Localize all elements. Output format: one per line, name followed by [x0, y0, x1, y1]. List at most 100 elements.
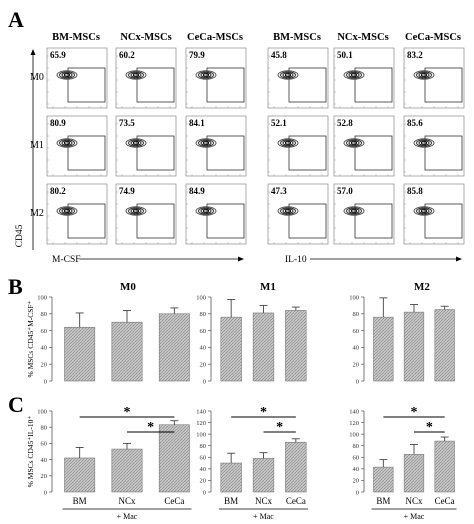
- bar: [158, 424, 190, 493]
- y-tick-label: 60: [200, 455, 207, 462]
- flow-contour: [418, 208, 430, 214]
- significance-marker: *: [260, 405, 267, 420]
- bar: [434, 309, 455, 382]
- y-tick-label: 0: [356, 489, 359, 496]
- flow-plot: 79.9: [185, 47, 247, 109]
- flow-gate: [354, 203, 393, 239]
- bar: [111, 448, 143, 493]
- flow-contour: [420, 73, 428, 77]
- flow-plot: 80.9: [46, 115, 108, 177]
- flow-contour: [277, 138, 299, 148]
- flow-col-header-il10-3: CeCa-MSCs: [405, 32, 461, 43]
- y-tick-label: 40: [353, 345, 360, 352]
- flow-contour: [128, 207, 144, 215]
- flow-contour: [280, 139, 296, 147]
- bar: [64, 457, 96, 493]
- flow-contour: [350, 209, 358, 213]
- flow-gate: [206, 67, 245, 103]
- y-tick-label: 20: [200, 362, 207, 369]
- y-tick-label: 60: [41, 441, 48, 448]
- flow-contour: [348, 140, 360, 146]
- flow-contour: [63, 209, 71, 213]
- y-tick-label: 20: [353, 362, 360, 369]
- flow-contour: [61, 72, 73, 78]
- y-tick-label: 100: [196, 431, 206, 438]
- flow-percentage: 45.8: [271, 50, 287, 60]
- category-label: BM: [376, 496, 390, 506]
- flow-contour: [416, 207, 432, 215]
- flow-gate: [424, 135, 463, 171]
- flow-plot-frame: [46, 183, 108, 245]
- flow-col-header-mcsf-1: BM-MSCs: [52, 32, 100, 43]
- flow-plot: 52.1: [267, 115, 329, 177]
- category-label: NCx: [255, 496, 273, 506]
- flow-col-header-mcsf-2: NCx-MSCs: [120, 32, 171, 43]
- flow-contour: [284, 209, 292, 213]
- flow-percentage: 84.9: [189, 186, 205, 196]
- flow-plot: 85.8: [403, 183, 465, 245]
- y-tick-label: 100: [196, 294, 206, 301]
- y-tick-label: 20: [41, 362, 48, 369]
- flow-contour: [56, 70, 78, 80]
- flow-plot: 83.2: [403, 47, 465, 109]
- flow-percentage: 84.1: [189, 118, 205, 128]
- category-label: CeCa: [286, 496, 306, 506]
- flow-row-label-m1: M1: [30, 140, 44, 151]
- flow-contour: [282, 208, 294, 214]
- flow-contour: [125, 138, 147, 148]
- flow-percentage: 52.8: [337, 118, 353, 128]
- flow-contour: [418, 72, 430, 78]
- flow-contour: [61, 208, 73, 214]
- flow-contour: [413, 138, 435, 148]
- y-tick-label: 80: [353, 311, 360, 318]
- flow-contour: [132, 141, 140, 145]
- flow-gate: [288, 135, 327, 171]
- bar: [252, 312, 275, 382]
- flow-contour: [56, 206, 78, 216]
- flow-percentage: 83.2: [407, 50, 423, 60]
- group-label: + Mac: [253, 512, 274, 521]
- flow-gate: [67, 135, 106, 171]
- flow-contour: [284, 73, 292, 77]
- flow-plot: 45.8: [267, 47, 329, 109]
- flow-percentage: 50.1: [337, 50, 353, 60]
- flow-contour: [128, 71, 144, 79]
- bar-chart: 0 20 40 60 80 100 120 140 BM NCx CeCa + Mac * *: [349, 405, 457, 521]
- chart-title: M0: [120, 281, 136, 293]
- flow-contour: [198, 71, 214, 79]
- flow-contour: [418, 140, 430, 146]
- y-tick-label: 20: [200, 478, 207, 485]
- flow-y-axis-arrowhead: [30, 49, 36, 55]
- flow-percentage: 47.3: [271, 186, 287, 196]
- y-axis-label: % MSCs CD45⁺IL-10⁺: [26, 416, 35, 488]
- flow-contour: [202, 73, 210, 77]
- y-axis-label: % MSCs CD45⁺M-CSF⁺: [26, 300, 35, 377]
- flow-percentage: 79.9: [189, 50, 205, 60]
- category-label: NCx: [405, 496, 423, 506]
- flow-plot-frame: [333, 115, 395, 177]
- flow-contour: [416, 139, 432, 147]
- flow-gate: [136, 203, 175, 239]
- y-tick-label: 60: [200, 328, 207, 335]
- flow-x-axis-arrowhead-mcsf: [238, 256, 244, 262]
- bar-chart: 0 20 40 60 80 100 120 140 BM NCx CeCa + Mac * *: [196, 405, 309, 521]
- flow-contour: [130, 72, 142, 78]
- flow-gate: [67, 67, 106, 103]
- bar: [220, 462, 242, 493]
- flow-plot-frame: [115, 115, 177, 177]
- flow-contour: [198, 139, 214, 147]
- flow-contour: [277, 206, 299, 216]
- y-tick-label: 40: [200, 466, 207, 473]
- flow-gate: [136, 135, 175, 171]
- y-tick-label: 80: [200, 311, 207, 318]
- flow-contour: [195, 206, 217, 216]
- flow-y-axis-label: CD45: [15, 224, 25, 247]
- flow-plot-frame: [185, 115, 247, 177]
- flow-contour: [202, 209, 210, 213]
- y-tick-label: 40: [41, 457, 48, 464]
- chart-title: M1: [260, 281, 276, 293]
- panel-label-b: B: [8, 274, 23, 299]
- flow-col-header-il10-1: BM-MSCs: [273, 32, 321, 43]
- bar: [403, 454, 425, 493]
